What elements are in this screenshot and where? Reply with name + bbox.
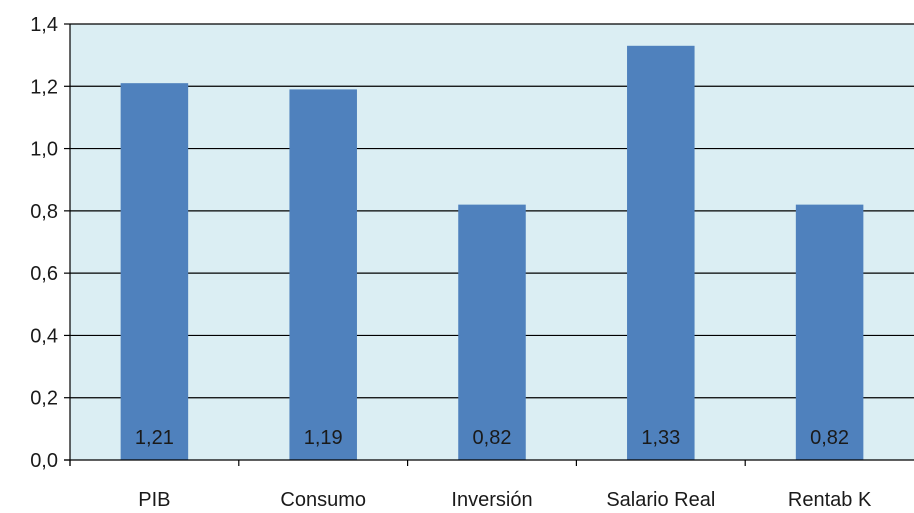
y-tick-label: 1,0 — [30, 139, 58, 161]
bar — [458, 204, 526, 460]
bar — [795, 204, 864, 460]
data-label: 1,19 — [304, 427, 343, 449]
y-tick-label: 0,6 — [30, 263, 58, 285]
data-label: 1,21 — [135, 427, 174, 449]
x-category-label: Rentab K — [788, 489, 872, 511]
y-tick-label: 0,0 — [30, 450, 58, 472]
y-tick-label: 0,4 — [30, 325, 58, 347]
x-category-label: Inversión — [451, 489, 532, 511]
x-category-label: Salario Real — [606, 489, 715, 511]
x-category-label: PIB — [138, 489, 170, 511]
bars: 1,21 1,19 0,82 1,33 0,82 — [120, 45, 864, 461]
x-axis-ticks: PIB Consumo Inversión Salario Real Rentab K — [69, 460, 872, 511]
data-label: 0,82 — [473, 427, 512, 449]
data-label: 1,33 — [641, 427, 680, 449]
y-tick-label: 0,8 — [30, 201, 58, 223]
x-category-label: Consumo — [280, 489, 366, 511]
y-tick-label: 1,2 — [30, 76, 58, 98]
bar — [289, 89, 357, 461]
y-tick-label: 1,4 — [30, 14, 58, 36]
data-label: 0,82 — [810, 427, 849, 449]
y-axis-ticks: 0,0 0,2 0,4 0,6 0,8 1,0 1,2 1,4 — [30, 14, 70, 472]
bar — [120, 83, 189, 461]
y-tick-label: 0,2 — [30, 388, 58, 410]
axes — [64, 24, 914, 466]
bar — [627, 45, 695, 461]
